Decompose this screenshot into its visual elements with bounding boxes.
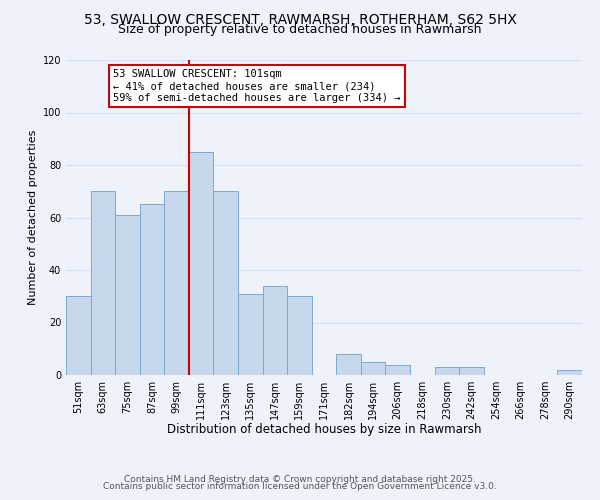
Bar	[91, 191, 115, 375]
Y-axis label: Number of detached properties: Number of detached properties	[28, 130, 38, 305]
Text: Size of property relative to detached houses in Rawmarsh: Size of property relative to detached ho…	[118, 22, 482, 36]
Text: 53, SWALLOW CRESCENT, RAWMARSH, ROTHERHAM, S62 5HX: 53, SWALLOW CRESCENT, RAWMARSH, ROTHERHA…	[83, 12, 517, 26]
Bar	[66, 296, 91, 375]
Bar	[164, 191, 189, 375]
Text: Contains public sector information licensed under the Open Government Licence v3: Contains public sector information licen…	[103, 482, 497, 491]
Bar	[189, 152, 214, 375]
Text: Contains HM Land Registry data © Crown copyright and database right 2025.: Contains HM Land Registry data © Crown c…	[124, 475, 476, 484]
Bar	[238, 294, 263, 375]
Text: 53 SWALLOW CRESCENT: 101sqm
← 41% of detached houses are smaller (234)
59% of se: 53 SWALLOW CRESCENT: 101sqm ← 41% of det…	[113, 70, 401, 102]
Bar	[361, 362, 385, 375]
Bar	[336, 354, 361, 375]
Bar	[287, 296, 312, 375]
Bar	[385, 364, 410, 375]
Bar	[434, 367, 459, 375]
Bar	[263, 286, 287, 375]
Bar	[557, 370, 582, 375]
Bar	[115, 215, 140, 375]
Bar	[459, 367, 484, 375]
Bar	[214, 191, 238, 375]
X-axis label: Distribution of detached houses by size in Rawmarsh: Distribution of detached houses by size …	[167, 424, 481, 436]
Bar	[140, 204, 164, 375]
